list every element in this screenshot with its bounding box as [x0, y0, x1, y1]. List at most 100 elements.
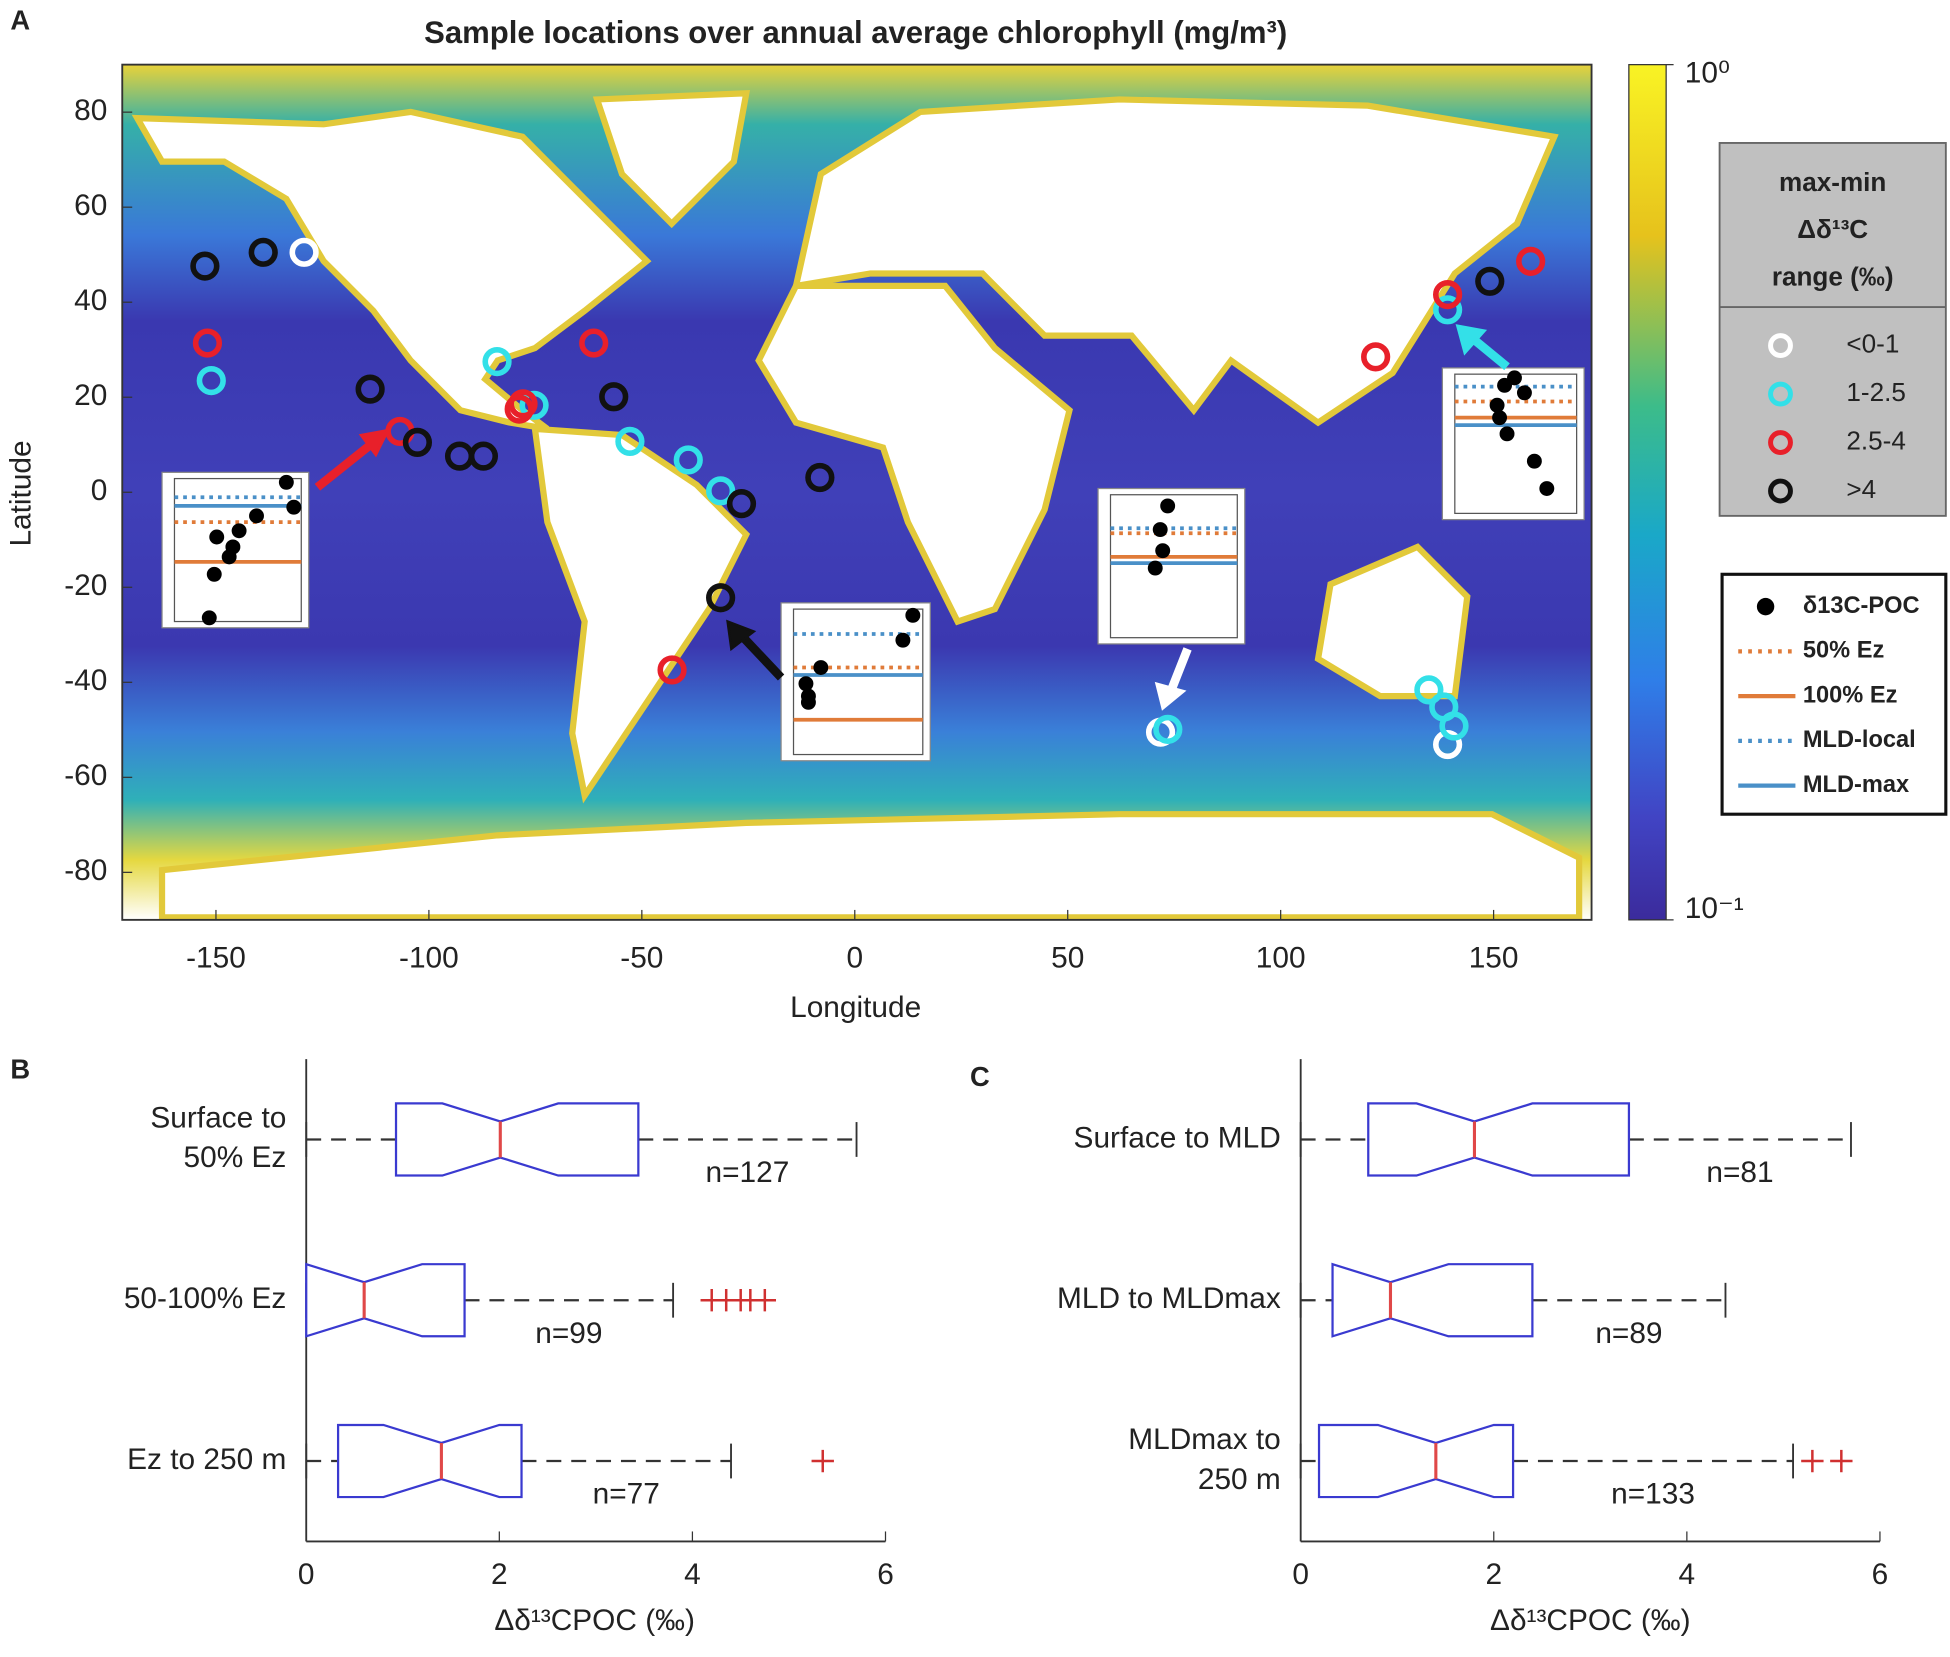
legend-label: 2.5-4 — [1846, 425, 1905, 455]
box — [1331, 1262, 1534, 1338]
legend-label: >4 — [1846, 474, 1876, 504]
legend-label: 1-2.5 — [1846, 377, 1905, 407]
box — [1367, 1102, 1631, 1177]
outlier — [1830, 1449, 1853, 1473]
y-tick-label: -20 — [64, 569, 107, 602]
sample-marker — [519, 390, 549, 420]
y-tick-label: 0 — [91, 474, 108, 507]
n-label: n=99 — [535, 1317, 602, 1350]
sample-marker — [1153, 714, 1183, 744]
n-label: n=127 — [706, 1156, 790, 1189]
panel-letter: B — [10, 1054, 30, 1085]
legend-marker — [1756, 597, 1775, 616]
x-axis-label: Δδ¹³CPOC (‰) — [494, 1604, 695, 1637]
sample-marker — [673, 445, 703, 475]
panel-letter: A — [10, 5, 30, 36]
legend-marker — [1768, 381, 1793, 407]
category-label: MLDmax to — [1128, 1423, 1281, 1456]
sample-marker — [615, 426, 645, 457]
legend-title: max-min — [1779, 167, 1886, 197]
x-tick-label: 2 — [491, 1558, 508, 1591]
legend-marker — [1768, 333, 1793, 359]
category-label: 50% Ez — [184, 1141, 287, 1174]
arrows — [314, 324, 1510, 711]
x-tick-label: 150 — [1469, 942, 1519, 975]
x-tick-label: 50 — [1051, 942, 1084, 975]
x-tick-label: -150 — [186, 942, 246, 975]
legend-label: 100% Ez — [1803, 682, 1898, 708]
legend-title: range (‰) — [1772, 261, 1894, 291]
y-tick-label: 60 — [74, 189, 107, 222]
sample-marker — [706, 583, 736, 613]
sample-marker — [1361, 342, 1391, 372]
x-tick-label: -100 — [399, 942, 459, 975]
legend-label: 50% Ez — [1803, 638, 1884, 664]
x-tick-label: 0 — [298, 1558, 315, 1591]
category-label: 250 m — [1198, 1463, 1281, 1496]
legend-label: δ13C-POC — [1803, 593, 1920, 619]
category-label: Surface to MLD — [1074, 1121, 1281, 1154]
y-axis-label: Latitude — [5, 440, 38, 546]
sample-marker — [402, 427, 433, 457]
sample-marker — [1475, 266, 1505, 296]
box — [305, 1262, 466, 1338]
x-axis-label: Longitude — [790, 991, 921, 1024]
n-label: n=77 — [593, 1478, 660, 1511]
n-label: n=81 — [1706, 1156, 1773, 1189]
x-tick-label: 4 — [684, 1558, 701, 1591]
sample-marker — [192, 328, 223, 358]
sample-marker — [1439, 711, 1469, 741]
y-tick-label: 40 — [74, 284, 107, 317]
category-label: 50-100% Ez — [124, 1282, 287, 1315]
land — [131, 89, 1583, 921]
x-tick-label: 2 — [1485, 1558, 1502, 1591]
sample-marker — [1433, 279, 1463, 310]
sample-marker — [726, 489, 757, 519]
colorbar-tick-label: 10⁰ — [1685, 56, 1730, 89]
sample-marker — [355, 374, 385, 404]
sample-marker — [579, 328, 609, 358]
sample-marker — [248, 237, 278, 267]
sample-marker — [468, 441, 499, 471]
x-tick-label: 6 — [877, 1558, 894, 1591]
legend-label: <0-1 — [1846, 328, 1899, 358]
y-tick-label: -40 — [64, 664, 107, 697]
x-tick-label: 6 — [1872, 1558, 1889, 1591]
y-tick-label: 20 — [74, 379, 107, 412]
sample-marker — [1414, 675, 1444, 705]
legend-marker — [1768, 430, 1793, 455]
x-tick-label: 100 — [1256, 942, 1306, 975]
y-tick-label: -80 — [64, 854, 107, 887]
sample-marker — [1516, 246, 1546, 276]
colorbar-tick-label: 10⁻¹ — [1685, 892, 1744, 925]
n-label: n=133 — [1611, 1478, 1695, 1511]
sample-marker — [196, 365, 226, 396]
panel-letter: C — [970, 1061, 990, 1092]
legend-label: MLD-local — [1803, 727, 1916, 753]
legend — [1718, 142, 1947, 517]
x-tick-label: 4 — [1679, 1558, 1696, 1591]
x-axis-label: Δδ¹³CPOC (‰) — [1490, 1604, 1691, 1637]
sample-marker — [289, 237, 319, 267]
sample-marker — [190, 251, 220, 281]
box — [1317, 1423, 1515, 1499]
outlier — [811, 1449, 834, 1473]
sample-marker — [482, 346, 512, 377]
outlier — [753, 1289, 777, 1312]
outlier — [1801, 1449, 1824, 1473]
n-label: n=89 — [1595, 1317, 1662, 1350]
y-tick-label: 80 — [74, 94, 107, 127]
y-tick-label: -60 — [64, 759, 107, 792]
sample-marker — [657, 655, 687, 685]
box — [336, 1423, 523, 1499]
colorbar — [1628, 64, 1667, 921]
x-tick-label: -50 — [620, 942, 663, 975]
sample-marker — [706, 476, 736, 506]
category-label: Surface to — [150, 1101, 286, 1134]
sample-marker — [805, 462, 835, 493]
insets — [161, 367, 1585, 762]
sample-marker — [508, 389, 538, 419]
legend-label: MLD-max — [1803, 772, 1909, 798]
chart-title: Sample locations over annual average chl… — [424, 15, 1287, 50]
